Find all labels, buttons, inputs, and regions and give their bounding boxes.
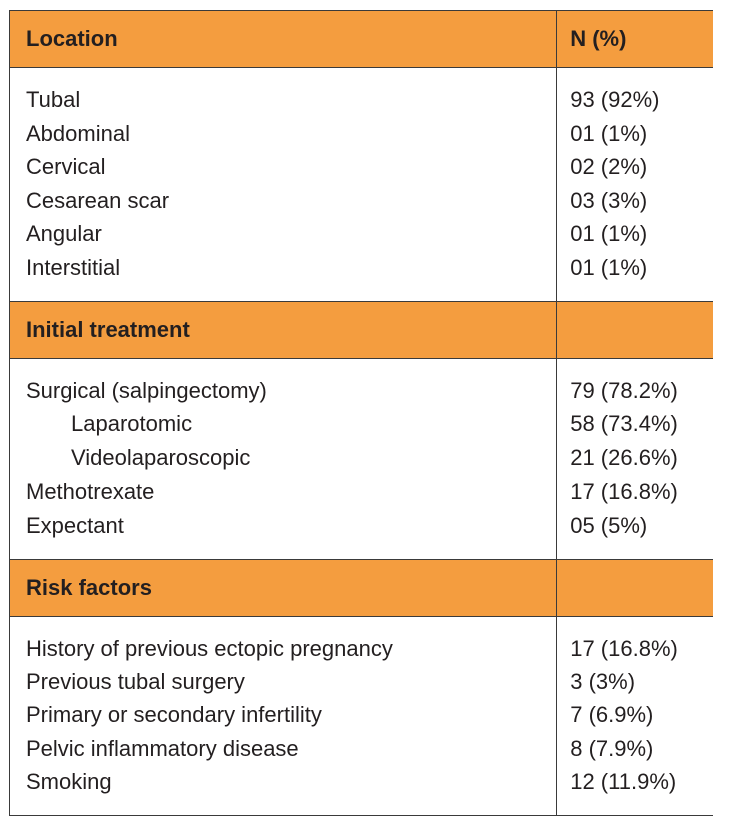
row-label: Previous tubal surgery xyxy=(26,668,245,694)
row-value: 12 (11.9%) xyxy=(570,769,677,795)
row-label: Cervical xyxy=(26,154,106,180)
row-value: 01 (1%) xyxy=(570,120,648,146)
row-value: 01 (1%) xyxy=(570,254,648,280)
row-label: Smoking xyxy=(26,769,112,795)
row-value: 01 (1%) xyxy=(570,221,648,247)
row-label: Tubal xyxy=(26,87,81,112)
row-value: 02 (2%) xyxy=(570,154,648,180)
row-value: 3 (3%) xyxy=(570,668,636,694)
label-column: History of previous ectopic pregnancy Pr… xyxy=(10,617,556,815)
row-label: History of previous ectopic pregnancy xyxy=(26,635,393,661)
value-column-header-blank xyxy=(556,559,713,616)
section-body-location: Tubal Abdominal Cervical Cesarean scar A… xyxy=(10,68,713,302)
row-value: 21 (26.6%) xyxy=(570,445,678,471)
row-label: Pelvic inflammatory disease xyxy=(26,735,299,761)
row-label: Interstitial xyxy=(26,254,121,280)
row-value: 17 (16.8%) xyxy=(570,478,678,504)
row-label: Abdominal xyxy=(26,120,130,146)
row-label: Expectant xyxy=(26,512,124,538)
row-label: Surgical (salpingectomy) xyxy=(26,377,267,403)
data-table: Location N (%) Tubal Abdominal Cervical … xyxy=(9,10,713,816)
row-label: Primary or secondary infertility xyxy=(26,702,322,728)
row-value: 7 (6.9%) xyxy=(570,702,654,728)
row-value: 8 (7.9%) xyxy=(570,735,654,761)
row-label: Methotrexate xyxy=(26,478,155,504)
row-value: 03 (3%) xyxy=(570,187,648,213)
row-value: 93 (92%) xyxy=(570,87,660,112)
row-label-indented: Laparotomic xyxy=(71,411,193,437)
row-value: 79 (78.2%) xyxy=(570,377,678,403)
row-label: Cesarean scar xyxy=(26,187,170,213)
row-label: Angular xyxy=(26,221,102,247)
row-value: 58 (73.4%) xyxy=(570,411,678,437)
value-column-header: N (%) xyxy=(556,11,713,67)
section-header-initial-treatment: Initial treatment xyxy=(10,301,713,359)
section-header-location: Location N (%) xyxy=(10,11,713,68)
section-body-risk-factors: History of previous ectopic pregnancy Pr… xyxy=(10,616,713,815)
value-column: 93 (92%) 01 (1%) 02 (2%) 03 (3%) 01 (1%)… xyxy=(556,68,713,301)
section-body-initial-treatment: Surgical (salpingectomy) Laparotomic Vid… xyxy=(10,358,713,560)
section-header-risk-factors: Risk factors xyxy=(10,559,713,617)
section-title: Initial treatment xyxy=(26,316,190,342)
row-label-indented: Videolaparoscopic xyxy=(71,445,251,471)
value-column: 79 (78.2%) 58 (73.4%) 21 (26.6%) 17 (16.… xyxy=(556,358,713,559)
label-column: Tubal Abdominal Cervical Cesarean scar A… xyxy=(10,68,556,301)
row-value: 05 (5%) xyxy=(570,512,648,538)
label-column: Surgical (salpingectomy) Laparotomic Vid… xyxy=(10,359,556,559)
section-title: Location xyxy=(26,26,118,51)
section-title: Risk factors xyxy=(26,574,152,600)
value-column: 17 (16.8%) 3 (3%) 7 (6.9%) 8 (7.9%) 12 (… xyxy=(556,616,713,815)
row-value: 17 (16.8%) xyxy=(570,635,678,661)
value-column-header-blank xyxy=(556,301,713,358)
